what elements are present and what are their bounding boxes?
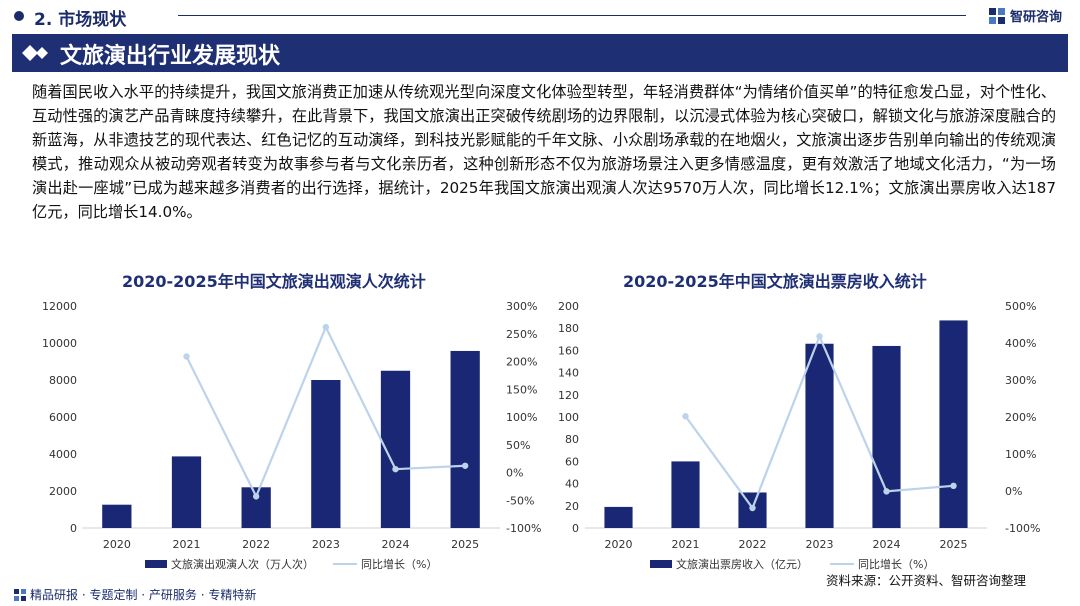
y-tick-label: 20 [565,500,579,513]
legend-bar-label: 文旅演出票房收入（亿元） [676,557,808,571]
y-tick-label: 6000 [49,411,77,424]
growth-point [816,333,823,340]
section-title: 2. 市场现状 [34,10,127,30]
bar [450,350,480,528]
double-diamond-icon [22,45,48,61]
bar [805,343,834,528]
x-tick-label: 2020 [605,538,633,551]
footer: 精品研报 · 专题定制 · 产研服务 · 专精特新 [14,586,256,603]
divider [178,15,966,16]
y-tick-label: 80 [565,433,579,446]
intro-paragraph: 随着国民收入水平的持续提升，我国文旅消费正加速从传统观光型向深度文化体验型转型，… [32,83,1056,222]
bar [872,345,901,528]
y-tick-label: 0 [572,522,579,535]
y-tick-label: 12000 [42,300,77,313]
x-tick-label: 2025 [940,538,968,551]
growth-point [682,413,689,420]
chart-title-attendance: 2020-2025年中国文旅演出观演人次统计 [122,272,426,291]
growth-point [252,493,260,500]
y2-tick-label: 300% [1005,374,1036,387]
y2-tick-label: -100% [1005,522,1040,535]
y-tick-label: 140 [558,367,579,380]
x-tick-label: 2023 [312,538,340,551]
legend-bar-swatch [145,560,167,568]
x-tick-label: 2022 [739,538,767,551]
growth-point [183,353,190,360]
x-tick-label: 2023 [806,538,834,551]
y-tick-label: 60 [565,455,579,468]
brand-logo-icon [988,7,1005,24]
growth-point [883,488,890,495]
y2-tick-label: -100% [506,522,541,535]
y-tick-label: 120 [558,389,579,402]
y-tick-label: 100 [558,411,579,424]
x-tick-label: 2021 [672,538,700,551]
banner-title: 文旅演出行业发展现状 [60,44,281,69]
y-tick-label: 10000 [42,337,77,350]
growth-point [461,462,469,469]
brand-logo-text: 智研咨询 [1009,10,1062,25]
y2-tick-label: 0% [1005,485,1022,498]
y2-tick-label: 200% [506,356,537,369]
y-tick-label: 4000 [49,448,77,461]
y2-tick-label: 250% [506,328,537,341]
title-banner: 文旅演出行业发展现状 [12,34,1068,72]
boxoffice-chart: 0 20 40 60 80 100 120 140 160 180 200 -100% 0% 100% 20… [558,300,1040,571]
top-bar: 2. 市场现状 智研咨询 [0,0,1080,32]
y-tick-label: 200 [558,300,579,313]
legend-bar-swatch [650,560,672,568]
x-tick-label: 2024 [873,538,901,551]
bar [671,461,700,528]
y-tick-label: 160 [558,344,579,357]
bar [171,456,202,528]
legend-line-label: 同比增长（%） [361,557,437,571]
y-tick-label: 2000 [49,485,77,498]
legend-bar-label: 文旅演出观演人次（万人次） [171,557,314,571]
x-tick-label: 2021 [173,538,201,551]
y2-tick-label: 150% [506,383,537,396]
y2-tick-label: 400% [1005,337,1036,350]
x-tick-label: 2022 [242,538,270,551]
data-source: 资料来源：公开资料、智研咨询整理 [826,573,1027,588]
y2-tick-label: 50% [506,439,530,452]
x-tick-label: 2025 [451,538,479,551]
bullet-dot-icon [14,11,24,21]
growth-point [322,323,330,331]
bar [939,320,968,528]
attendance-chart: 0 2000 4000 6000 8000 10000 12000 -100% -50% 0% 50… [42,300,541,571]
y2-tick-label: 100% [506,411,537,424]
bar [311,380,341,528]
footer-links: 精品研报 · 专题定制 · 产研服务 · 专精特新 [30,588,257,602]
y-tick-label: 0 [70,522,77,535]
growth-point [950,482,957,490]
y-tick-label: 40 [565,478,579,491]
x-tick-label: 2024 [382,538,410,551]
bar [604,506,633,528]
growth-point [749,504,756,512]
y2-tick-label: 500% [1005,300,1036,313]
y2-tick-label: -50% [506,494,534,507]
chart-title-boxoffice: 2020-2025年中国文旅演出票房收入统计 [623,272,927,291]
brand-logo: 智研咨询 [988,6,1062,25]
growth-point [392,465,399,473]
y-tick-label: 180 [558,322,579,335]
y2-tick-label: 300% [506,300,537,313]
bar [102,504,132,528]
x-tick-label: 2020 [103,538,131,551]
y2-tick-label: 200% [1005,411,1036,424]
y2-tick-label: 100% [1005,448,1036,461]
y-tick-label: 8000 [49,374,77,387]
y2-tick-label: 0% [506,467,523,480]
legend-line-label: 同比增长（%） [858,557,934,571]
grid-icon [14,588,26,601]
